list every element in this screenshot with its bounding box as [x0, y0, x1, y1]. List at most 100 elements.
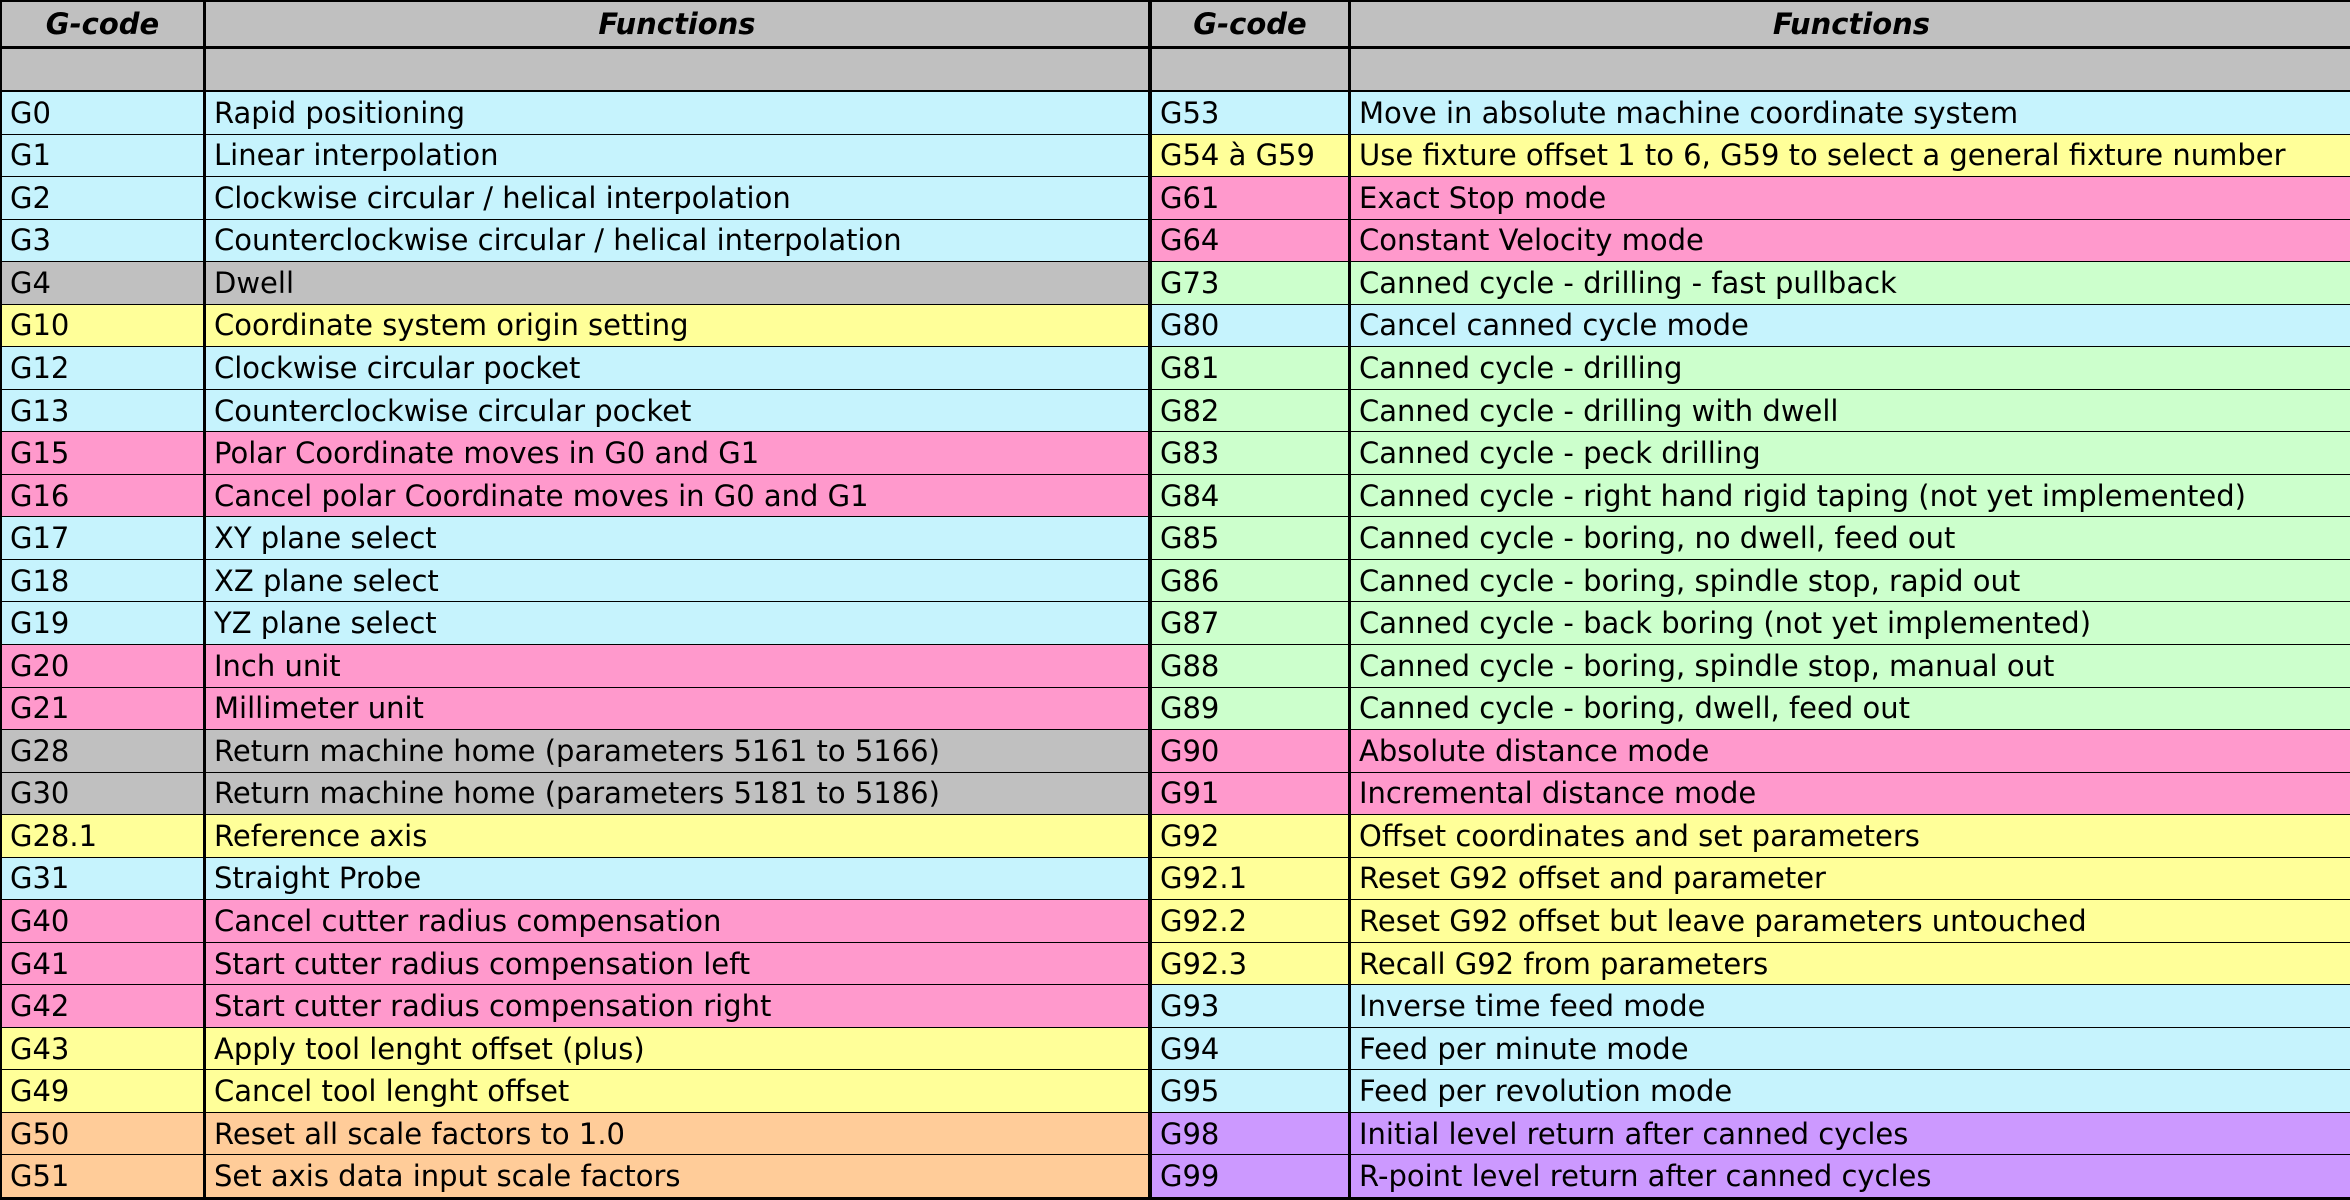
gcode-cell: G19 [2, 602, 206, 645]
function-cell: Inverse time feed mode [1351, 985, 2350, 1028]
function-cell: Canned cycle - boring, no dwell, feed ou… [1351, 517, 2350, 560]
function-cell: Canned cycle - boring, spindle stop, rap… [1351, 559, 2350, 603]
function-cell: Absolute distance mode [1351, 730, 2350, 773]
gcode-cell: G92.1 [1152, 857, 1351, 901]
gcode-cell: G17 [2, 517, 206, 560]
gcode-cell: G2 [2, 177, 206, 220]
function-cell: Cancel tool lenght offset [206, 1070, 1152, 1113]
gcode-cell: G3 [2, 219, 206, 263]
function-cell: Coordinate system origin setting [206, 304, 1152, 348]
gcode-cell: G81 [1152, 347, 1351, 390]
function-cell: Incremental distance mode [1351, 772, 2350, 816]
blank-cell [1351, 49, 2350, 92]
function-cell: Canned cycle - drilling with dwell [1351, 389, 2350, 433]
function-cell: Straight Probe [206, 857, 1152, 901]
function-cell: Return machine home (parameters 5181 to … [206, 772, 1152, 816]
function-cell: Recall G92 from parameters [1351, 942, 2350, 986]
gcode-cell: G73 [1152, 262, 1351, 305]
function-cell: Linear interpolation [206, 134, 1152, 178]
function-cell: Counterclockwise circular pocket [206, 389, 1152, 433]
gcode-cell: G83 [1152, 432, 1351, 475]
gcode-cell: G94 [1152, 1027, 1351, 1071]
gcode-cell: G88 [1152, 644, 1351, 688]
gcode-cell: G84 [1152, 474, 1351, 518]
blank-cell [1152, 49, 1351, 92]
header-cell: G-code [1152, 2, 1351, 49]
gcode-cell: G51 [2, 1155, 206, 1198]
gcode-cell: G89 [1152, 687, 1351, 731]
function-cell: Exact Stop mode [1351, 177, 2350, 220]
function-cell: Canned cycle - right hand rigid taping (… [1351, 474, 2350, 518]
gcode-cell: G95 [1152, 1070, 1351, 1113]
gcode-cell: G21 [2, 687, 206, 731]
function-cell: Initial level return after canned cycles [1351, 1112, 2350, 1156]
gcode-cell: G15 [2, 432, 206, 475]
function-cell: Inch unit [206, 644, 1152, 688]
gcode-cell: G92.2 [1152, 900, 1351, 943]
gcode-cell: G49 [2, 1070, 206, 1113]
gcode-cell: G20 [2, 644, 206, 688]
gcode-cell: G10 [2, 304, 206, 348]
gcode-cell: G12 [2, 347, 206, 390]
function-cell: Dwell [206, 262, 1152, 305]
gcode-cell: G86 [1152, 559, 1351, 603]
gcode-cell: G41 [2, 942, 206, 986]
gcode-cell: G18 [2, 559, 206, 603]
gcode-cell: G87 [1152, 602, 1351, 645]
gcode-cell: G98 [1152, 1112, 1351, 1156]
function-cell: Reset all scale factors to 1.0 [206, 1112, 1152, 1156]
function-cell: XY plane select [206, 517, 1152, 560]
function-cell: Rapid positioning [206, 92, 1152, 135]
function-cell: Canned cycle - boring, dwell, feed out [1351, 687, 2350, 731]
function-cell: Canned cycle - boring, spindle stop, man… [1351, 644, 2350, 688]
blank-cell [2, 49, 206, 92]
function-cell: Feed per revolution mode [1351, 1070, 2350, 1113]
function-cell: Use fixture offset 1 to 6, G59 to select… [1351, 134, 2350, 178]
function-cell: Return machine home (parameters 5161 to … [206, 730, 1152, 773]
function-cell: Set axis data input scale factors [206, 1155, 1152, 1198]
function-cell: Canned cycle - drilling - fast pullback [1351, 262, 2350, 305]
gcode-cell: G42 [2, 985, 206, 1028]
function-cell: Reset G92 offset and parameter [1351, 857, 2350, 901]
function-cell: Reference axis [206, 815, 1152, 858]
gcode-cell: G53 [1152, 92, 1351, 135]
gcode-cell: G64 [1152, 219, 1351, 263]
function-cell: Feed per minute mode [1351, 1027, 2350, 1071]
function-cell: R-point level return after canned cycles [1351, 1155, 2350, 1198]
function-cell: Counterclockwise circular / helical inte… [206, 219, 1152, 263]
header-cell: Functions [206, 2, 1152, 49]
gcode-cell: G1 [2, 134, 206, 178]
gcode-cell: G92.3 [1152, 942, 1351, 986]
gcode-cell: G30 [2, 772, 206, 816]
gcode-cell: G0 [2, 92, 206, 135]
function-cell: Apply tool lenght offset (plus) [206, 1027, 1152, 1071]
function-cell: Canned cycle - peck drilling [1351, 432, 2350, 475]
gcode-cell: G61 [1152, 177, 1351, 220]
function-cell: Canned cycle - drilling [1351, 347, 2350, 390]
gcode-cell: G31 [2, 857, 206, 901]
gcode-cell: G99 [1152, 1155, 1351, 1198]
function-cell: Start cutter radius compensation left [206, 942, 1152, 986]
function-cell: Constant Velocity mode [1351, 219, 2350, 263]
function-cell: Canned cycle - back boring (not yet impl… [1351, 602, 2350, 645]
gcode-cell: G43 [2, 1027, 206, 1071]
gcode-cell: G13 [2, 389, 206, 433]
header-cell: G-code [2, 2, 206, 49]
gcode-cell: G54 à G59 [1152, 134, 1351, 178]
function-cell: Polar Coordinate moves in G0 and G1 [206, 432, 1152, 475]
function-cell: Clockwise circular pocket [206, 347, 1152, 390]
gcode-cell: G93 [1152, 985, 1351, 1028]
function-cell: XZ plane select [206, 559, 1152, 603]
gcode-cell: G82 [1152, 389, 1351, 433]
gcode-cell: G85 [1152, 517, 1351, 560]
gcode-cell: G16 [2, 474, 206, 518]
function-cell: Millimeter unit [206, 687, 1152, 731]
gcode-cell: G4 [2, 262, 206, 305]
function-cell: YZ plane select [206, 602, 1152, 645]
function-cell: Offset coordinates and set parameters [1351, 815, 2350, 858]
function-cell: Reset G92 offset but leave parameters un… [1351, 900, 2350, 943]
gcode-cell: G28 [2, 730, 206, 773]
gcode-cell: G40 [2, 900, 206, 943]
